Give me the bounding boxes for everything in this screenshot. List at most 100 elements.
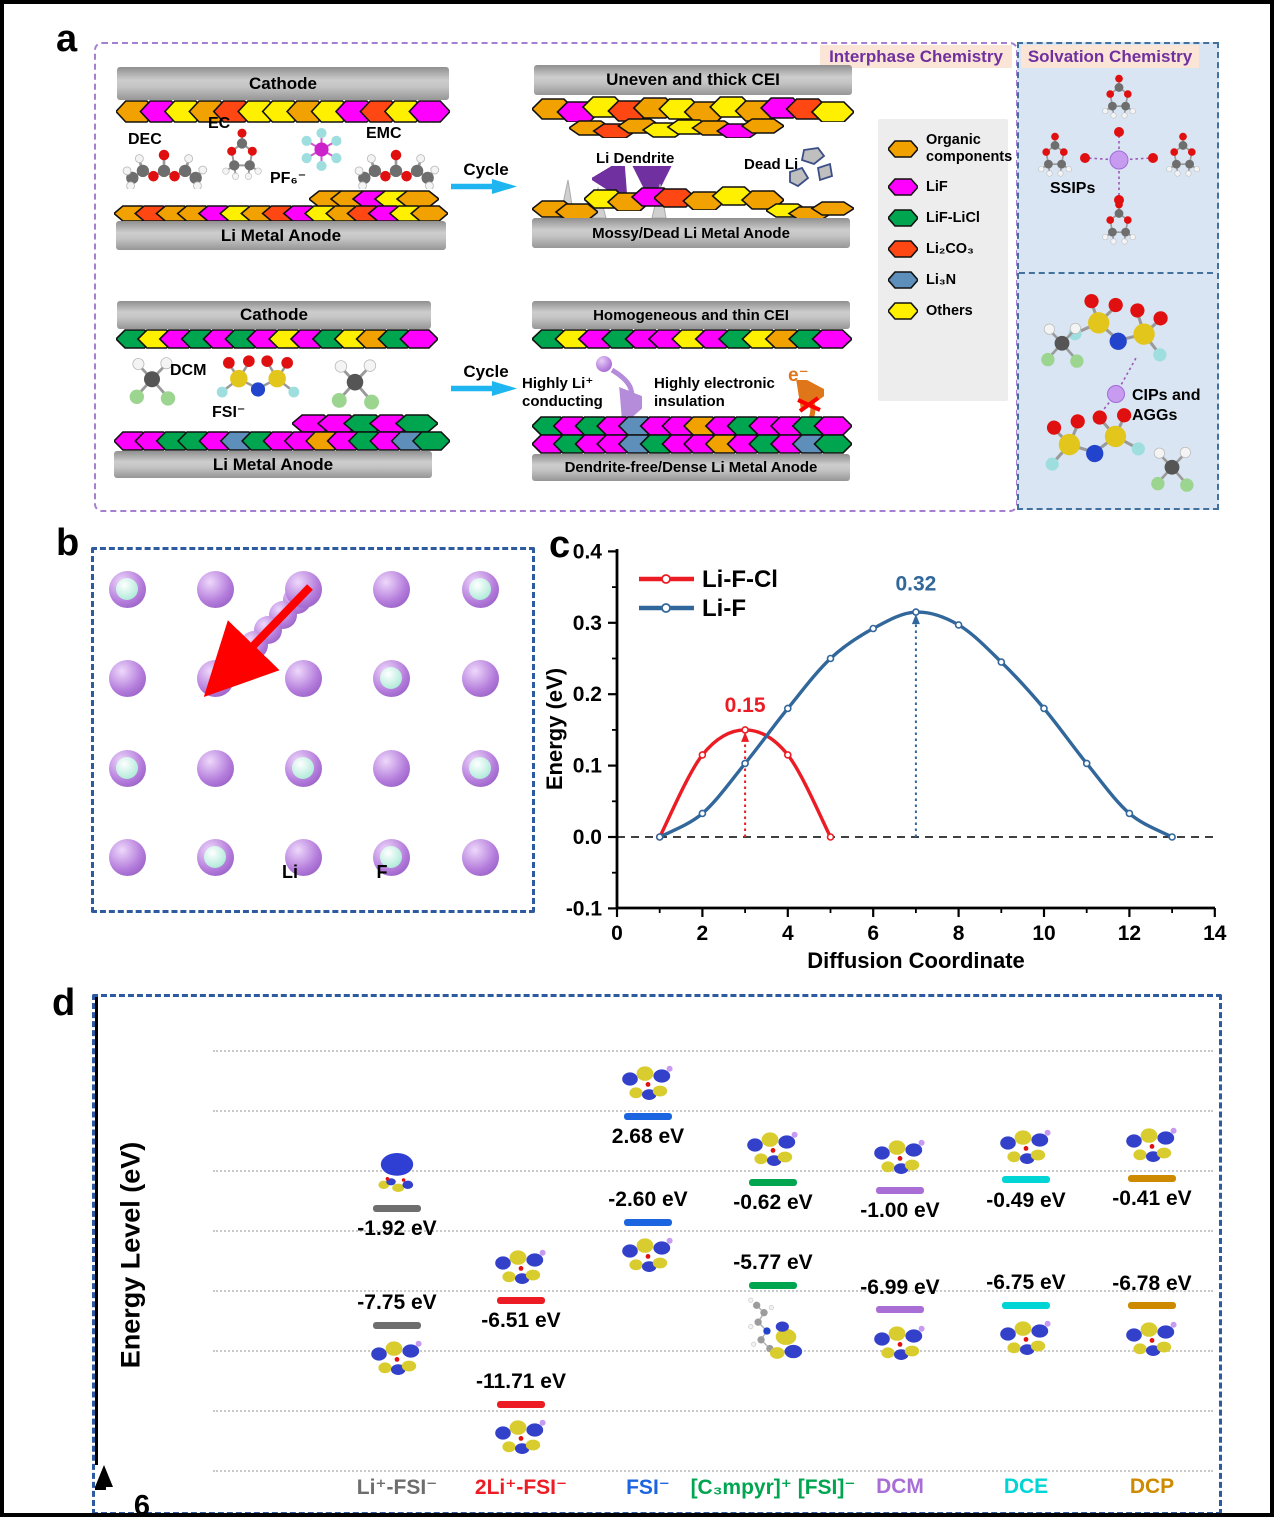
- energy-level-diagram: 60-6-12Energy Level (eV)LUMOHOMO-1.92 eV…: [92, 994, 1222, 1517]
- fsi-molecule: [212, 352, 304, 402]
- lumo-level-bar: [1002, 1176, 1050, 1184]
- legend-label: Others: [926, 303, 973, 319]
- y-axis-title: Energy Level (eV): [115, 1141, 146, 1369]
- li-atom-sphere: [285, 570, 322, 608]
- y-tick-label: 0.3: [573, 612, 602, 635]
- data-point-marker: [1040, 704, 1048, 713]
- molecular-orbital-isosurface: [366, 1333, 428, 1381]
- y-tick-label: 0.4: [573, 540, 603, 563]
- panel-c-letter: c: [549, 524, 571, 566]
- lumo-level-bar: [876, 1186, 924, 1194]
- ec-molecule: [216, 128, 268, 186]
- sei-hexagon: [740, 118, 784, 134]
- legend-item: LiF-LiCl: [888, 209, 1008, 228]
- gridline: [213, 1230, 1213, 1232]
- cei-bar-thin: Homogeneous and thin CEI: [532, 301, 850, 329]
- homo-value-label: -6.99 eV: [860, 1275, 940, 1299]
- legend-swatch-hexagon: [888, 271, 918, 290]
- li-ion-sphere: [596, 356, 612, 372]
- fsi-label: FSI⁻: [212, 404, 246, 421]
- sei-hexagon: [813, 434, 852, 454]
- sei-hexagon: [554, 203, 598, 220]
- data-point-marker: [741, 726, 749, 734]
- legend-label: Li₂CO₃: [926, 241, 974, 257]
- lumo-value-label: -1.00 eV: [860, 1199, 940, 1222]
- y-tick-label: 6: [133, 1490, 150, 1517]
- molecular-orbital-isosurface: [490, 1242, 552, 1290]
- species-name-label: DCE: [1003, 1475, 1049, 1498]
- gridline: [213, 1050, 1213, 1052]
- molecular-orbital-isosurface: [1121, 1120, 1183, 1168]
- homo-value-label: -11.71 eV: [476, 1370, 566, 1394]
- sei-hexagon-row: [114, 431, 450, 451]
- dcm-molecule: [124, 352, 180, 408]
- li-conducting-arrow: [610, 367, 642, 420]
- sei-hexagon: [409, 205, 448, 222]
- sei-hexagon-row: [532, 434, 852, 454]
- f-core: [380, 667, 403, 689]
- li-atom-sphere: [196, 570, 234, 608]
- y-axis-line: [95, 997, 98, 1465]
- molecular-orbital-isosurface: [366, 1150, 428, 1198]
- sei-hexagon-row: [309, 190, 439, 208]
- anode-bar-1: Li Metal Anode: [116, 221, 446, 250]
- homo-value-label: -5.77 eV: [733, 1251, 813, 1275]
- li-atom-sphere: [285, 660, 322, 697]
- li-atom-sphere: [108, 839, 146, 876]
- species-name-label: FSI⁻: [626, 1476, 670, 1499]
- cathode-bar-2: Cathode: [117, 301, 431, 329]
- y-tick-label: 0.2: [573, 683, 602, 706]
- homo-value-label: -2.60 eV: [608, 1188, 688, 1211]
- y-tick: [95, 1487, 106, 1490]
- data-point-marker: [1168, 833, 1176, 841]
- data-point-marker: [912, 608, 920, 616]
- gridline: [213, 1110, 1213, 1112]
- x-tick-label: 8: [953, 922, 965, 945]
- lumo-value-label: 2.68 eV: [611, 1125, 685, 1149]
- molecular-orbital-isosurface: [742, 1293, 808, 1369]
- lumo-level-bar: [1128, 1174, 1176, 1182]
- species-name-label: DCM: [876, 1475, 924, 1498]
- homo-value-label: -6.75 eV: [986, 1271, 1066, 1294]
- x-tick-label: 14: [1203, 922, 1227, 945]
- legend-label: Li-F-Cl: [702, 566, 778, 593]
- interphase-chemistry-title: Interphase Chemistry: [820, 45, 1012, 68]
- ssips-label: SSIPs: [1050, 180, 1096, 197]
- f-atom-label: F: [376, 862, 388, 882]
- gridline: [213, 1410, 1213, 1412]
- x-tick-label: 10: [1032, 922, 1055, 945]
- homo-level-bar: [624, 1218, 672, 1226]
- homo-level-bar: [749, 1281, 797, 1289]
- molecular-orbital-isosurface: [490, 1412, 552, 1460]
- li-atom-sphere: [285, 839, 322, 876]
- legend-swatch-hexagon: [888, 178, 918, 197]
- y-axis-arrowhead: [95, 1465, 113, 1487]
- peak-value-annotation: 0.15: [725, 694, 766, 717]
- molecular-orbital-isosurface: [869, 1318, 931, 1366]
- f-core: [292, 756, 314, 779]
- panel-b-letter: b: [56, 522, 80, 564]
- legend-label: LiF-LiCl: [926, 210, 980, 226]
- sei-hexagon-row: [654, 186, 784, 210]
- data-point-marker: [655, 833, 664, 841]
- f-atom-sphere: [461, 570, 499, 608]
- homo-level-bar: [497, 1400, 545, 1408]
- solvation-chemistry-title: Solvation Chemistry: [1021, 45, 1199, 68]
- homo-value-label: -6.78 eV: [1112, 1271, 1192, 1295]
- ec-label: EC: [208, 115, 231, 132]
- cips-aggs-molecule-cluster: [1036, 287, 1195, 494]
- f-core: [380, 846, 403, 868]
- gridline: [213, 1170, 1213, 1172]
- anode-bar-dense: Dendrite-free/Dense Li Metal Anode: [532, 454, 850, 481]
- gridline: [213, 1470, 1213, 1472]
- data-point-marker: [826, 833, 835, 841]
- lumo-value-label: -0.41 eV: [1112, 1187, 1192, 1211]
- data-point-marker: [997, 658, 1006, 666]
- data-point-marker: [698, 751, 707, 759]
- legend-item: LiF: [888, 178, 1008, 197]
- sei-hexagon-row: [569, 118, 784, 138]
- f-atom-sphere: [108, 749, 146, 787]
- li-atom-sphere: [108, 660, 146, 697]
- sei-hexagon: [810, 201, 854, 216]
